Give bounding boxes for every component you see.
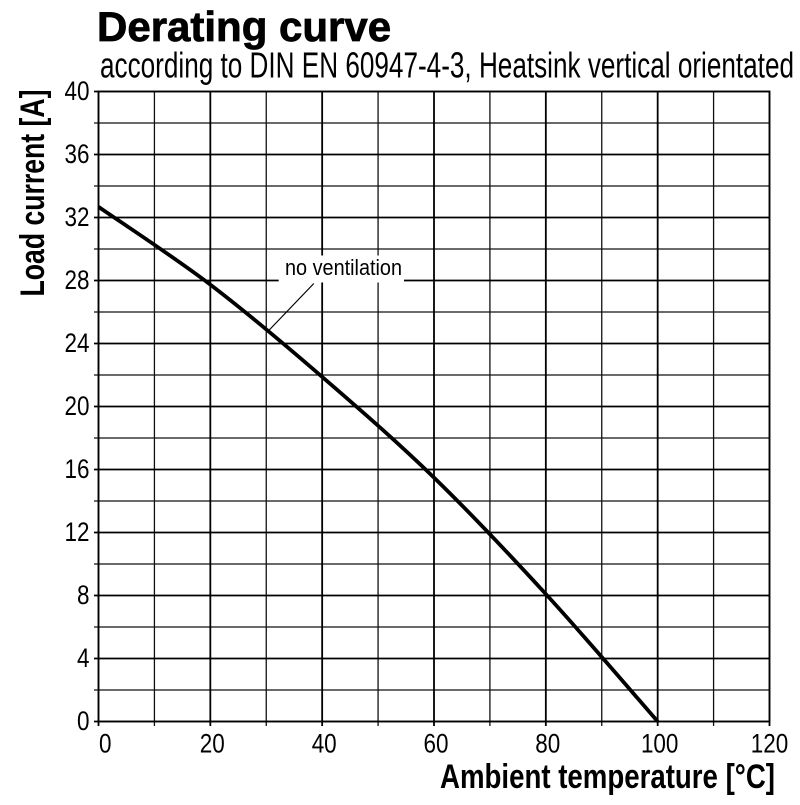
svg-text:4: 4 bbox=[77, 643, 90, 673]
svg-text:80: 80 bbox=[535, 728, 560, 758]
svg-text:8: 8 bbox=[77, 580, 90, 610]
svg-text:Ambient temperature [°C]: Ambient temperature [°C] bbox=[440, 758, 775, 796]
svg-text:16: 16 bbox=[65, 454, 90, 484]
svg-text:no ventilation: no ventilation bbox=[285, 255, 402, 280]
svg-text:24: 24 bbox=[65, 328, 90, 358]
svg-text:0: 0 bbox=[99, 728, 112, 758]
svg-text:120: 120 bbox=[751, 728, 789, 758]
svg-text:60: 60 bbox=[424, 728, 449, 758]
svg-text:32: 32 bbox=[65, 202, 90, 232]
svg-text:40: 40 bbox=[65, 76, 90, 106]
svg-text:12: 12 bbox=[65, 517, 90, 547]
svg-text:100: 100 bbox=[641, 728, 679, 758]
svg-text:Load current [A]: Load current [A] bbox=[14, 90, 52, 297]
svg-text:20: 20 bbox=[65, 391, 90, 421]
svg-text:Derating curve: Derating curve bbox=[97, 3, 391, 50]
svg-text:28: 28 bbox=[65, 265, 90, 295]
svg-text:40: 40 bbox=[312, 728, 337, 758]
svg-text:36: 36 bbox=[65, 139, 90, 169]
svg-text:20: 20 bbox=[200, 728, 225, 758]
svg-text:0: 0 bbox=[77, 706, 90, 736]
svg-text:according to DIN EN 60947-4-3,: according to DIN EN 60947-4-3, Heatsink … bbox=[100, 45, 794, 86]
